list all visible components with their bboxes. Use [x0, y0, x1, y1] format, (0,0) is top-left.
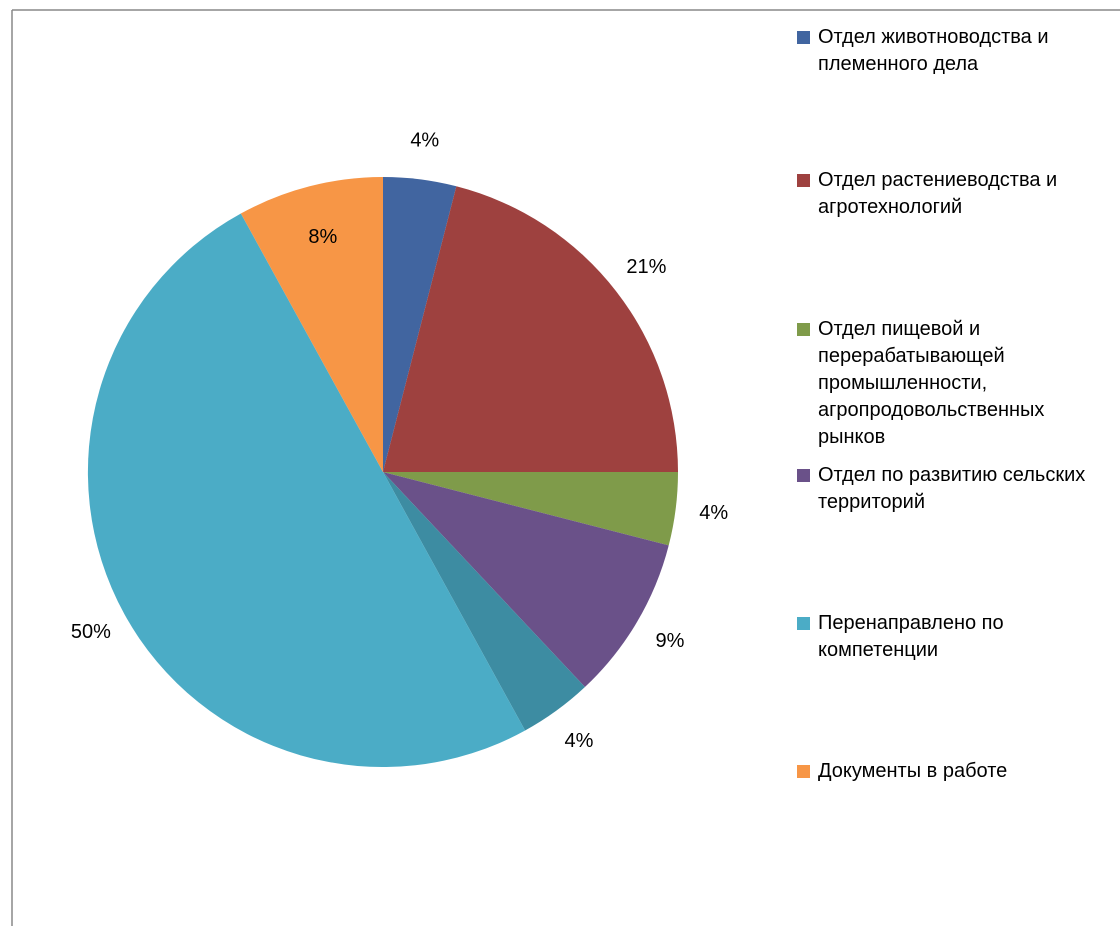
data-label: 21% — [626, 256, 666, 278]
legend-swatch — [797, 765, 810, 778]
legend-label: Документы в работе — [818, 760, 1008, 782]
data-label: 9% — [655, 630, 684, 652]
data-label: 50% — [71, 621, 111, 643]
pie-slice — [87, 213, 526, 768]
legend-label: Отдел животноводства и племенного дела — [818, 26, 1049, 75]
legend-swatch — [797, 323, 810, 336]
data-label: 4% — [699, 502, 728, 524]
legend-swatch — [797, 174, 810, 187]
legend-label: Отдел растениеводства и агротехнологий — [818, 169, 1058, 218]
pie-slice — [383, 472, 585, 731]
data-label: 4% — [410, 130, 439, 152]
legend-entry: Документы в работе — [797, 758, 1097, 785]
legend-entry: Отдел пищевой и перерабатывающей промышл… — [797, 316, 1097, 451]
legend-swatch — [797, 617, 810, 630]
pie-slice — [383, 472, 669, 688]
legend-entry: Отдел растениеводства и агротехнологий — [797, 167, 1097, 221]
legend-entry: Отдел животноводства и племенного дела — [797, 24, 1097, 78]
data-label: 8% — [308, 226, 337, 248]
pie-slice — [383, 472, 678, 546]
legend-swatch — [797, 469, 810, 482]
data-label: 4% — [564, 730, 593, 752]
legend-label: Перенаправлено по компетенции — [818, 612, 1004, 661]
legend-entry: Перенаправлено по компетенции — [797, 610, 1097, 664]
pie-slice — [383, 177, 457, 472]
legend-swatch — [797, 31, 810, 44]
legend-entry: Отдел по развитию сельских территорий — [797, 462, 1097, 516]
pie-slice — [240, 177, 383, 472]
legend-label: Отдел пищевой и перерабатывающей промышл… — [818, 318, 1045, 448]
legend-label: Отдел по развитию сельских территорий — [818, 464, 1086, 513]
pie-slice — [383, 186, 678, 472]
